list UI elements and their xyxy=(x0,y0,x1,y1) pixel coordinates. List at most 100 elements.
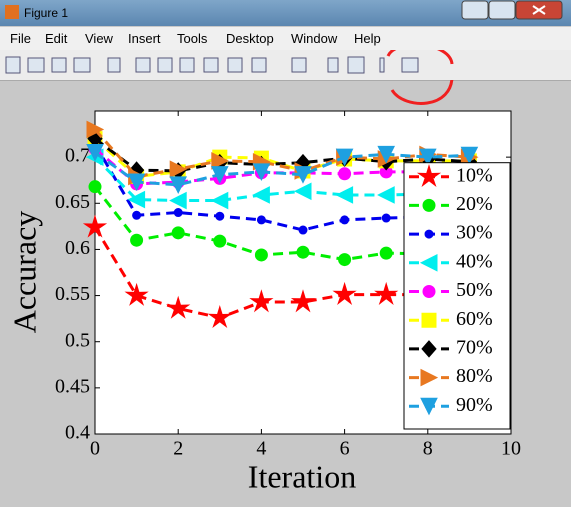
marker xyxy=(210,191,229,210)
legend-label: 80% xyxy=(456,365,493,387)
marker xyxy=(127,190,146,209)
marker xyxy=(173,208,183,218)
legend-label: 60% xyxy=(456,308,493,330)
marker xyxy=(422,198,436,212)
close-icon xyxy=(532,5,546,15)
legend-label: 30% xyxy=(456,222,493,244)
marker xyxy=(166,295,191,319)
y-tick-label: 0.7 xyxy=(65,145,90,167)
marker xyxy=(169,191,187,210)
legend: 10% 20% 30% 40% 50% 60% 70% 80% 90% xyxy=(403,162,511,430)
series xyxy=(86,144,479,194)
annotation-circle xyxy=(390,80,454,105)
marker xyxy=(381,213,391,223)
marker xyxy=(290,289,316,313)
marker xyxy=(340,215,350,225)
marker xyxy=(298,225,308,235)
marker xyxy=(421,312,437,328)
marker xyxy=(169,176,188,194)
x-tick-label: 6 xyxy=(340,438,350,460)
marker xyxy=(86,144,104,162)
marker xyxy=(130,233,144,247)
menu-item[interactable]: Help xyxy=(354,31,381,46)
series-line xyxy=(94,137,470,173)
window-title: Figure 1 xyxy=(24,6,69,20)
marker xyxy=(421,340,437,358)
menu-item[interactable]: Tools xyxy=(177,31,208,46)
legend-label: 90% xyxy=(456,394,493,416)
y-tick-label: 0.45 xyxy=(55,375,90,397)
marker xyxy=(424,229,434,239)
legend-label: 20% xyxy=(456,193,493,215)
annotation-circle xyxy=(386,43,454,65)
series-line xyxy=(94,151,470,187)
menu-bar: File Edit View Insert Tools Desktop Window Help xyxy=(0,27,571,50)
legend-label: 40% xyxy=(456,250,493,272)
maximize-button[interactable] xyxy=(488,0,516,20)
marker xyxy=(249,289,274,313)
menu-item[interactable]: Window xyxy=(291,31,338,46)
marker xyxy=(420,368,439,387)
title-bar: Figure 1 xyxy=(0,0,571,26)
x-tick-label: 10 xyxy=(501,438,521,460)
marker xyxy=(210,166,229,184)
toolbar-buttons[interactable] xyxy=(5,56,419,74)
marker xyxy=(254,248,268,262)
marker xyxy=(86,120,105,139)
title-bar-decor xyxy=(5,0,563,20)
y-tick-label: 0.6 xyxy=(65,237,90,259)
x-axis-label: Iteration xyxy=(248,458,356,494)
marker xyxy=(132,210,142,220)
marker xyxy=(127,173,146,192)
legend-label: 70% xyxy=(456,336,493,358)
marker xyxy=(338,167,352,181)
marker xyxy=(416,163,442,187)
marker xyxy=(419,253,438,272)
marker xyxy=(332,281,357,305)
chart: Iteration Accuracy 0.4 0.45 0.5 0.55 0.6 0.65… xyxy=(6,80,521,494)
marker xyxy=(420,397,438,416)
marker xyxy=(215,211,225,221)
marker xyxy=(213,234,227,248)
marker xyxy=(207,304,232,329)
legend-label: 10% xyxy=(456,164,493,186)
marker xyxy=(252,163,271,182)
marker xyxy=(374,281,399,305)
x-tick-label: 8 xyxy=(423,438,433,460)
y-tick-label: 0.4 xyxy=(65,422,90,444)
x-tick-label: 2 xyxy=(173,438,183,460)
x-tick-label: 4 xyxy=(256,438,266,460)
marker xyxy=(335,186,354,204)
menu-item[interactable]: View xyxy=(85,31,113,46)
menu-item[interactable]: Insert xyxy=(128,31,161,46)
y-tick-label: 0.65 xyxy=(55,191,90,213)
marker xyxy=(82,214,108,238)
marker xyxy=(256,215,266,225)
marker xyxy=(169,160,188,178)
marker xyxy=(252,186,270,204)
series-line xyxy=(93,156,470,203)
legend-label: 50% xyxy=(456,279,493,301)
y-axis-label: Accuracy xyxy=(6,211,42,334)
menu-item[interactable]: Desktop xyxy=(226,31,274,46)
marker xyxy=(338,253,352,267)
marker xyxy=(379,246,393,260)
marker xyxy=(88,180,102,194)
marker xyxy=(293,182,312,201)
marker xyxy=(211,152,229,170)
menu-item[interactable]: Edit xyxy=(45,31,68,46)
menu-item[interactable]: File xyxy=(10,31,31,46)
app-icon xyxy=(5,5,19,19)
marker xyxy=(294,166,312,184)
minimize-button[interactable] xyxy=(461,0,489,20)
marker xyxy=(377,145,396,164)
x-tick-label: 0 xyxy=(90,438,100,460)
marker xyxy=(171,226,185,240)
marker xyxy=(335,148,354,167)
marker xyxy=(460,146,479,165)
marker xyxy=(418,148,437,167)
y-tick-label: 0.55 xyxy=(55,283,90,305)
toolbar-icons xyxy=(5,43,454,74)
marker xyxy=(422,285,436,298)
